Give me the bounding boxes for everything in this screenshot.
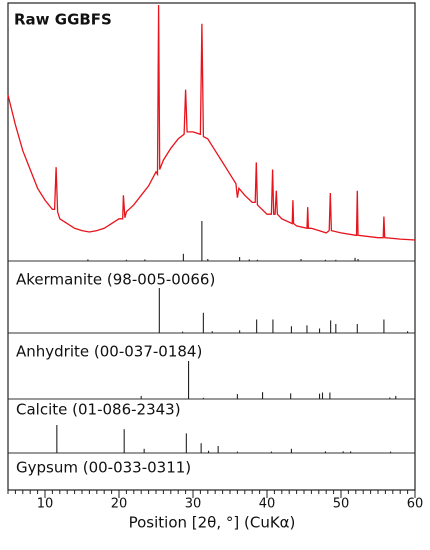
x-tick-label: 20	[111, 497, 128, 512]
panel-label: Gypsum (00-033-0311)	[16, 459, 191, 477]
panel-label: Anhydrite (00-037-0184)	[16, 343, 202, 361]
pattern-line	[7, 4, 416, 241]
panel-label: Akermanite (98-005-0066)	[16, 271, 215, 289]
x-tick-label: 40	[259, 497, 276, 512]
x-tick-label: 30	[185, 497, 202, 512]
x-tick-label: 60	[407, 497, 424, 512]
panel-label: Raw GGBFS	[14, 11, 112, 29]
panel-label: Calcite (01-086-2343)	[16, 401, 181, 419]
x-axis-label: Position [2θ, °] (CuKα)	[129, 514, 296, 532]
x-tick-label: 10	[37, 497, 54, 512]
plot-frame	[7, 2, 416, 491]
x-tick-label: 50	[333, 497, 350, 512]
